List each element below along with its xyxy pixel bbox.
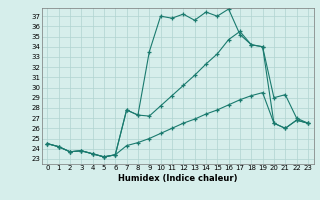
X-axis label: Humidex (Indice chaleur): Humidex (Indice chaleur) — [118, 174, 237, 183]
